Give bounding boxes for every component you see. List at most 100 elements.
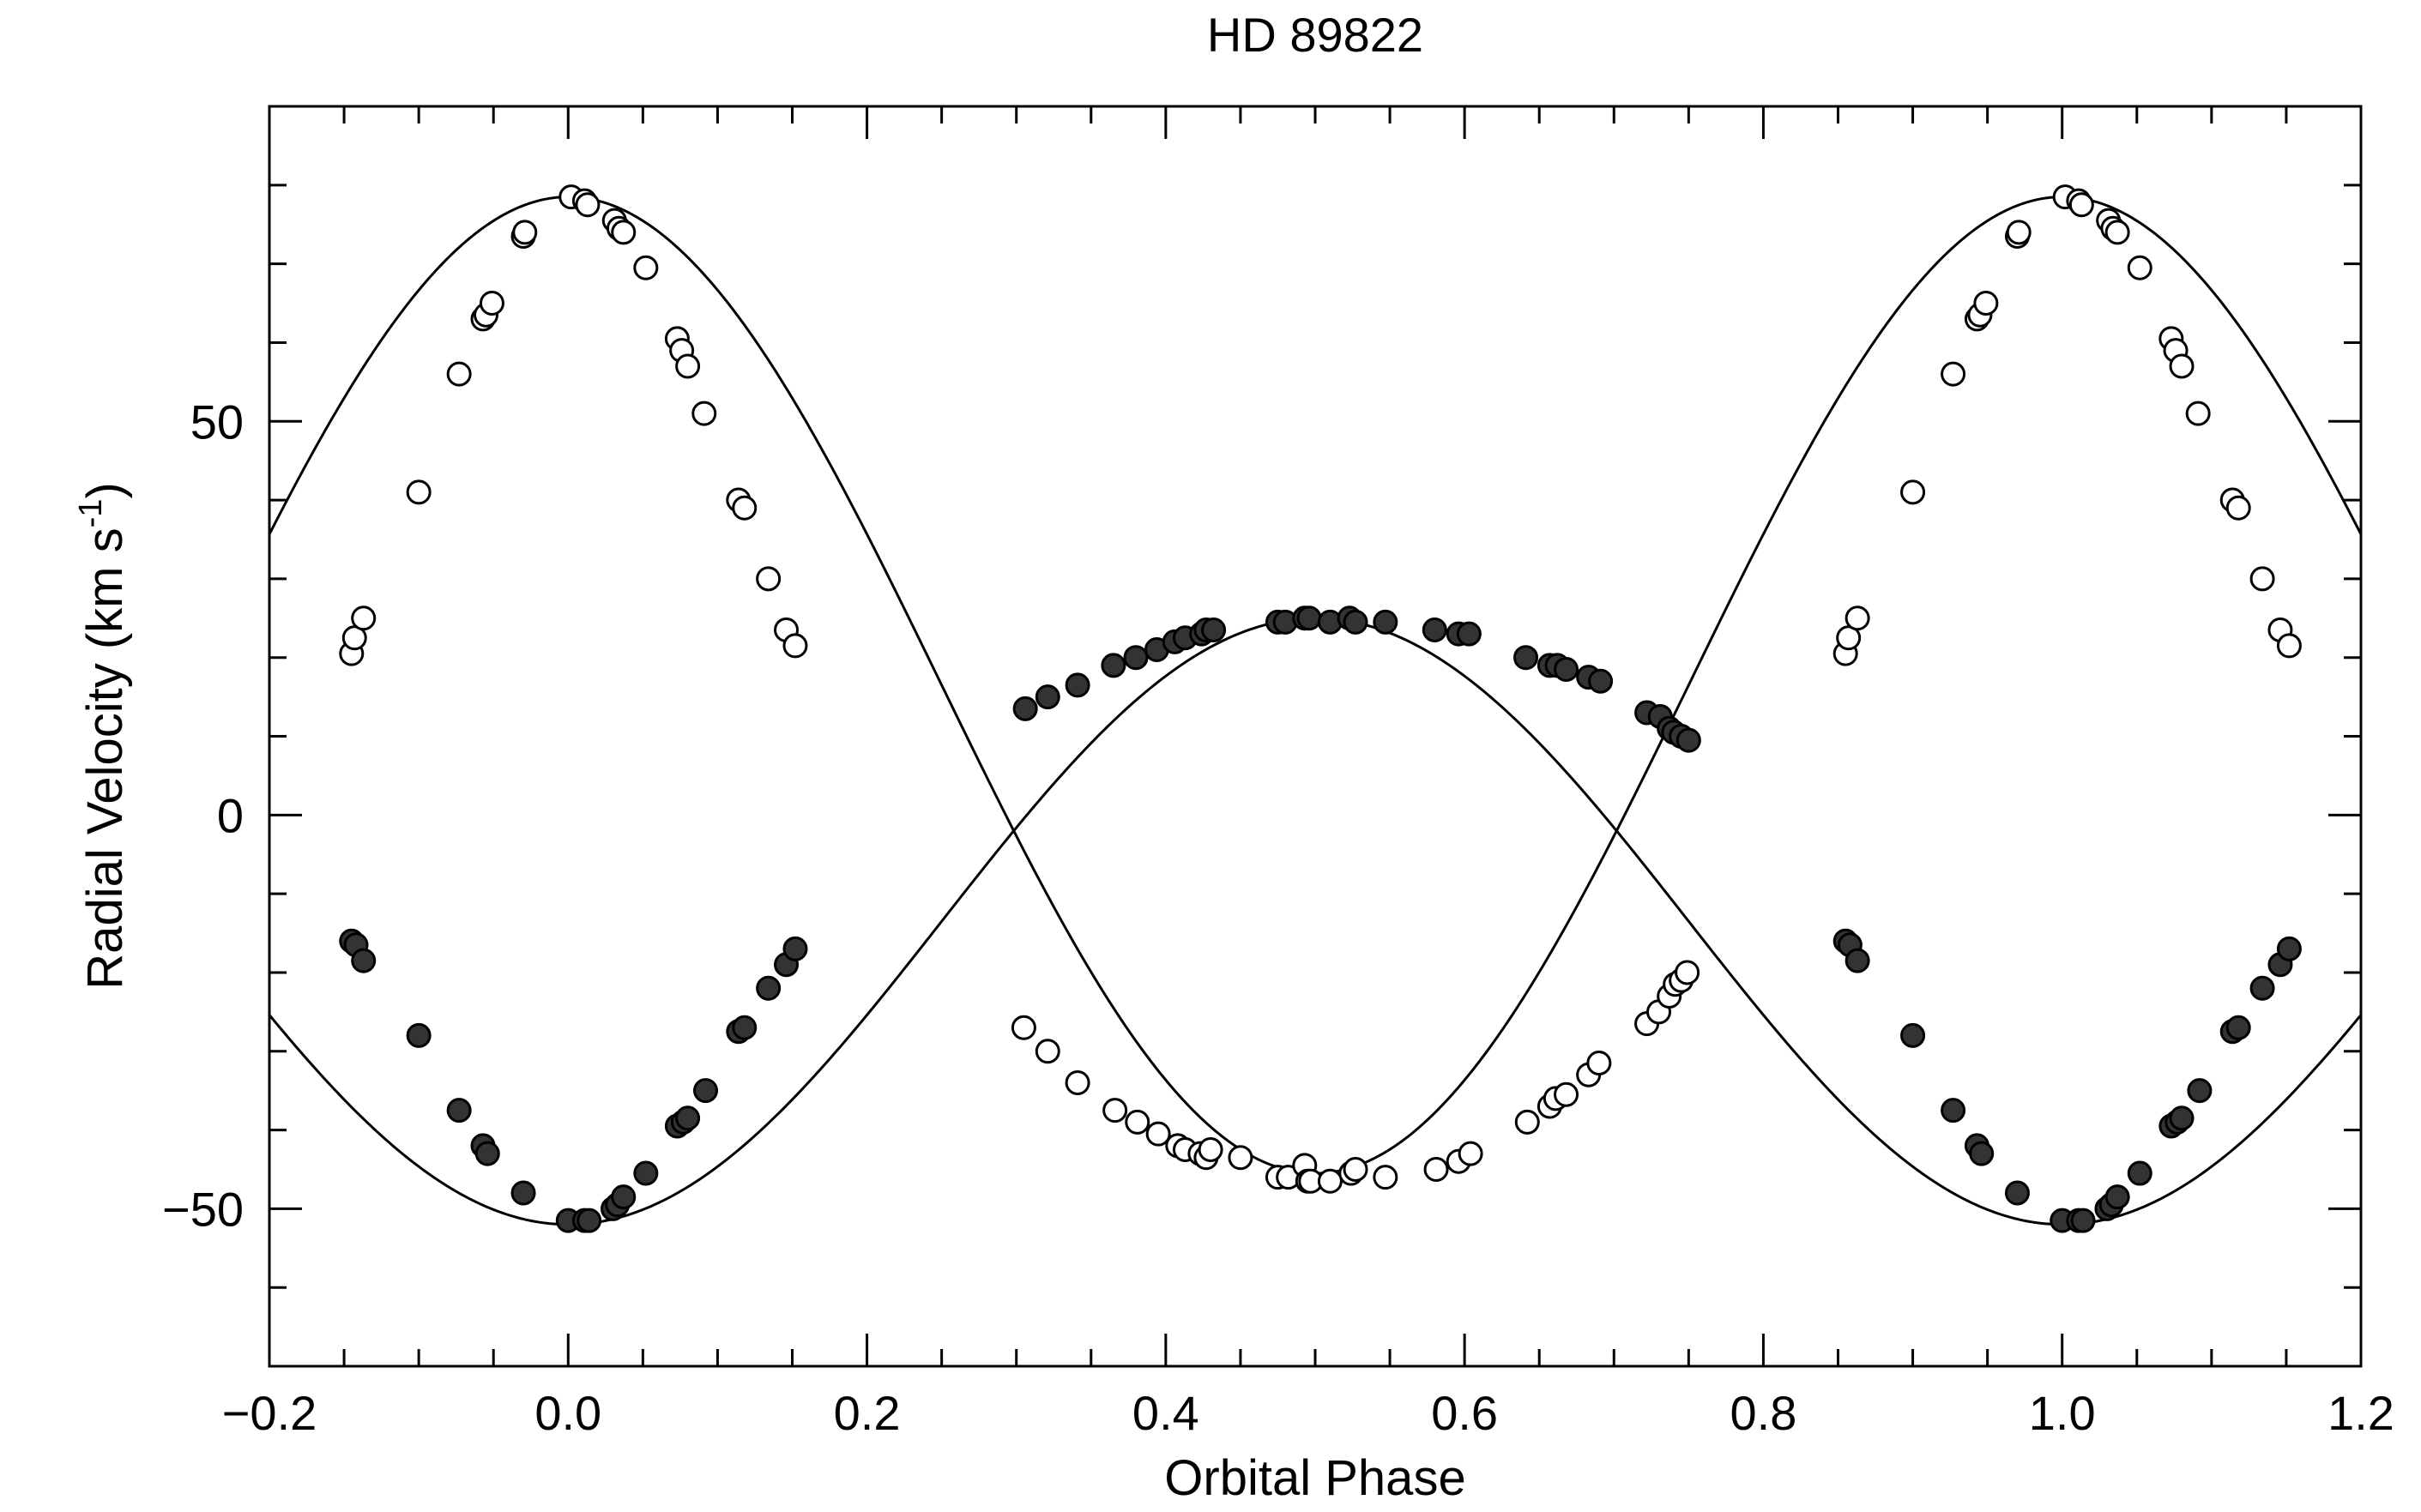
x-tick-label: 0.4: [1132, 1386, 1199, 1440]
filled-point: [1035, 684, 1060, 710]
y-axis-label-superscript: -1: [73, 499, 109, 528]
open-point: [756, 566, 782, 592]
open-point: [1228, 1145, 1253, 1171]
open-point: [406, 479, 432, 505]
filled-point: [2127, 1160, 2152, 1186]
filled-point: [1065, 672, 1090, 698]
open-point: [2185, 401, 2211, 426]
filled-point: [1554, 656, 1579, 682]
open-point: [351, 605, 377, 631]
filled-point: [1941, 1098, 1966, 1123]
open-point: [732, 495, 758, 521]
y-axis-label: Radial Velocity (km s-1): [73, 482, 133, 989]
open-point: [1675, 960, 1700, 985]
filled-point: [1844, 948, 1870, 973]
filled-point: [2249, 975, 2275, 1001]
filled-point: [446, 1098, 472, 1123]
y-axis-label-close: ): [77, 482, 133, 498]
open-point: [1145, 1121, 1171, 1147]
y-axis-label-text: Radial Velocity (km s: [77, 527, 133, 989]
y-tick-label: 0: [217, 788, 244, 842]
filled-point: [2070, 1208, 2096, 1233]
filled-point: [2004, 1180, 2030, 1206]
open-point: [1035, 1039, 1060, 1064]
open-point: [1900, 479, 1926, 505]
open-point: [2006, 220, 2032, 245]
open-point: [575, 192, 601, 218]
y-tick-label: 50: [190, 395, 244, 449]
open-point: [1973, 291, 1999, 316]
open-point: [782, 633, 808, 659]
filled-point: [756, 975, 782, 1001]
filled-point: [1101, 653, 1126, 678]
filled-point: [1201, 617, 1227, 643]
data-points: [339, 184, 2302, 1233]
filled-point: [2225, 1015, 2251, 1040]
filled-point: [1296, 605, 1322, 631]
filled-point: [2276, 936, 2302, 961]
filled-point: [1588, 668, 1614, 694]
filled-point: [675, 1105, 701, 1131]
filled-point: [2104, 1184, 2130, 1210]
filled-point: [1343, 609, 1368, 635]
filled-point: [2187, 1078, 2213, 1104]
filled-point: [1969, 1141, 1995, 1166]
open-point: [1125, 1109, 1150, 1135]
filled-point: [611, 1184, 637, 1210]
open-point: [1586, 1051, 1612, 1076]
open-point: [2104, 220, 2130, 245]
open-point: [2169, 353, 2195, 379]
filled-point: [732, 1015, 758, 1040]
x-tick-label: 0.0: [534, 1386, 601, 1440]
x-tick-label: 1.2: [2327, 1386, 2394, 1440]
filled-point: [510, 1180, 536, 1206]
filled-point: [693, 1078, 718, 1104]
filled-point: [1456, 621, 1482, 647]
open-point: [512, 220, 538, 245]
filled-point: [351, 948, 377, 973]
filled-point: [474, 1141, 500, 1166]
chart-title: HD 89822: [1207, 8, 1423, 62]
filled-point: [1373, 609, 1398, 635]
open-point: [1844, 605, 1870, 631]
open-point: [1458, 1141, 1483, 1166]
x-tick-label: −0.2: [222, 1386, 317, 1440]
filled-point: [633, 1160, 659, 1186]
x-tick-label: 0.6: [1431, 1386, 1498, 1440]
open-point: [675, 353, 701, 379]
x-axis-label: Orbital Phase: [1164, 1450, 1465, 1506]
filled-point: [1513, 645, 1539, 671]
open-point: [2249, 566, 2275, 592]
open-point: [1065, 1069, 1090, 1095]
open-point: [479, 291, 504, 316]
open-point: [1011, 1015, 1036, 1040]
open-point: [1514, 1109, 1540, 1135]
open-point: [1198, 1137, 1223, 1163]
open-point: [2127, 255, 2152, 280]
filled-point: [1675, 727, 1701, 753]
open-point: [633, 255, 659, 280]
x-tick-label: 0.8: [1730, 1386, 1796, 1440]
filled-point: [1012, 696, 1038, 721]
filled-point: [406, 1022, 432, 1048]
plot-frame: [268, 105, 2363, 1368]
filled-point: [782, 936, 808, 961]
filled-point: [1123, 645, 1149, 671]
tick-labels: −0.2 0.0 0.2 0.4 0.6 0.8 1.0 1.2 −50 0 50: [162, 395, 2394, 1440]
filled-point: [1900, 1022, 1926, 1048]
open-point: [446, 361, 472, 387]
orbit-curve-1: [268, 196, 2363, 1175]
filled-point: [577, 1208, 602, 1233]
filled-point: [2169, 1105, 2195, 1131]
filled-point: [1422, 617, 1447, 643]
orbit-curve-2: [268, 617, 2363, 1226]
open-point: [2068, 192, 2094, 218]
open-point: [611, 220, 637, 245]
x-tick-label: 0.2: [834, 1386, 901, 1440]
orbit-curves: [268, 196, 2363, 1226]
open-point: [1423, 1156, 1449, 1182]
open-point: [2276, 633, 2302, 659]
open-point: [1554, 1081, 1579, 1107]
x-tick-label: 1.0: [2029, 1386, 2096, 1440]
